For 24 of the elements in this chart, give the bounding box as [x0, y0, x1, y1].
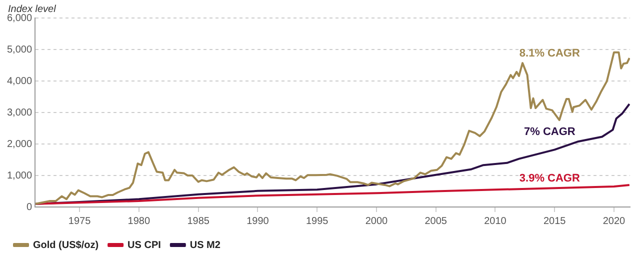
x-tick-label: 2005 — [424, 216, 448, 227]
x-tick-label: 2020 — [602, 216, 626, 227]
x-tick-label: 2015 — [543, 216, 566, 227]
x-tick-label: 1990 — [246, 216, 270, 227]
legend-label: US M2 — [190, 240, 221, 251]
x-tick-label: 1975 — [68, 216, 92, 227]
y-tick-label: 6,000 — [6, 12, 32, 24]
x-tick-label: 2000 — [365, 216, 388, 227]
annotation: 3.9% CAGR — [519, 172, 580, 185]
y-tick-label: 1,000 — [6, 170, 32, 182]
annotation: 8.1% CAGR — [519, 48, 580, 60]
y-axis-title: Index level — [8, 4, 57, 15]
legend-label: Gold (US$/oz) — [33, 240, 99, 251]
legend-label: US CPI — [128, 240, 162, 251]
x-tick-label: 1995 — [306, 216, 329, 227]
x-tick-label: 2010 — [484, 216, 507, 227]
annotation: 7% CAGR — [524, 126, 576, 138]
y-tick-label: 5,000 — [6, 44, 32, 56]
y-tick-label: 0 — [26, 202, 32, 213]
x-tick-label: 1980 — [128, 216, 150, 227]
y-tick-label: 4,000 — [6, 76, 32, 87]
y-tick-label: 3,000 — [6, 107, 32, 118]
x-tick-label: 1985 — [187, 216, 210, 227]
y-tick-label: 2,000 — [6, 138, 32, 150]
